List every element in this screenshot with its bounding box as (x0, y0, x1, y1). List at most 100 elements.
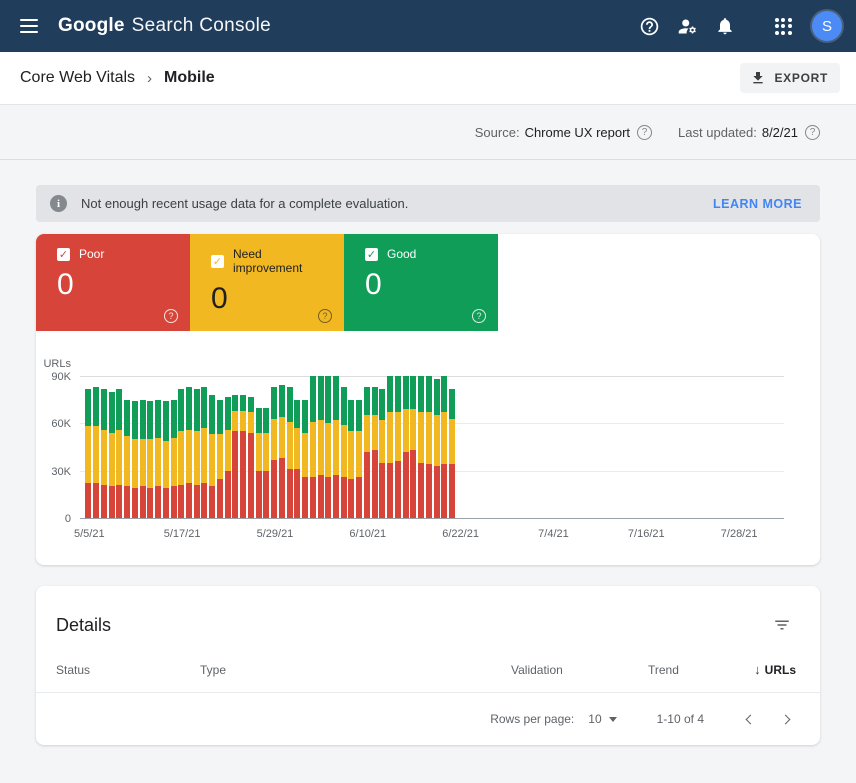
apps-button[interactable] (764, 7, 802, 45)
breadcrumb-current: Mobile (164, 69, 215, 86)
source-label: Source: (474, 124, 520, 140)
x-tick-label: 7/4/21 (538, 528, 569, 540)
x-tick-label: 5/5/21 (73, 528, 105, 540)
gridline (80, 470, 784, 472)
logo-product-text: Search Console (131, 15, 272, 36)
checkbox-checked-icon[interactable]: ✓ (57, 247, 70, 261)
checkbox-checked-icon[interactable]: ✓ (365, 247, 378, 261)
sort-descending-icon: ↓ (754, 662, 761, 677)
hamburger-icon (20, 19, 38, 33)
chart-bar (271, 387, 278, 518)
previous-page-button[interactable] (730, 700, 768, 738)
y-tick-label: 60K (51, 418, 71, 431)
next-page-button[interactable] (768, 700, 806, 738)
chart-plot: URLs 90K 60K 30K 0 5/5/21 5/17/21 5/29/21 6/10/… (43, 358, 784, 540)
y-tick-label: 90K (51, 371, 71, 383)
chart-bar (348, 399, 355, 518)
export-label: EXPORT (774, 71, 828, 85)
source-info: Source: Chrome UX report ? (474, 124, 653, 140)
info-icon: i (50, 195, 67, 212)
app-header: Google Search Console S (0, 0, 856, 52)
chart-bar (294, 399, 301, 518)
app-logo[interactable]: Google Search Console (58, 15, 271, 37)
manage-users-button[interactable] (668, 7, 706, 45)
bell-icon (718, 18, 732, 35)
chart-bar (131, 401, 138, 518)
chart-bar (263, 407, 270, 518)
chart-bar (418, 376, 425, 518)
status-tiles: ✓ Poor 0? ✓ Need improvement 0? ✓ Good 0? (36, 234, 820, 331)
tile-label: Good (387, 247, 417, 261)
chart-card: ✓ Poor 0? ✓ Need improvement 0? ✓ Good 0? URLs 9… (36, 234, 820, 565)
tile-good[interactable]: ✓ Good 0? (344, 234, 498, 331)
chart-bar (356, 399, 363, 518)
rows-per-page-label: Rows per page: (490, 712, 575, 726)
chart-bar (232, 394, 239, 518)
gridline (80, 423, 784, 425)
chart-bar (379, 388, 386, 518)
chart-bar (309, 376, 316, 518)
column-trend: Trend (648, 662, 679, 677)
chart-bar (317, 376, 324, 518)
updated-label: Last updated: (678, 124, 757, 140)
y-axis-label: URLs (43, 358, 71, 370)
last-updated-info: Last updated: 8/2/21 ? (678, 124, 820, 140)
breadcrumb-parent[interactable]: Core Web Vitals (20, 69, 136, 86)
gridline (80, 376, 784, 377)
chart-bar (449, 388, 456, 518)
tile-poor[interactable]: ✓ Poor 0? (36, 234, 190, 331)
chart-bar (394, 376, 401, 518)
help-icon[interactable]: ? (805, 124, 820, 140)
chart-bar (193, 388, 200, 518)
chart-bar (178, 388, 185, 518)
chart-bar (371, 387, 378, 518)
column-validation: Validation (511, 662, 563, 677)
help-button[interactable] (630, 7, 668, 45)
export-button[interactable]: EXPORT (740, 63, 840, 93)
chart-bar (170, 399, 177, 518)
chart-bar (402, 376, 409, 518)
tile-label: Need improvement (233, 247, 303, 275)
rows-per-page-select[interactable]: 10 (588, 712, 617, 726)
help-icon[interactable]: ? (164, 309, 178, 323)
notifications-button[interactable] (706, 7, 744, 45)
chart-bar (147, 401, 154, 518)
details-card: Details Status Type Validation Trend ↓ U… (36, 586, 820, 745)
report-meta-row: Source: Chrome UX report ? Last updated:… (0, 105, 856, 160)
rows-per-page-value: 10 (588, 712, 602, 726)
filter-button[interactable] (766, 609, 798, 641)
x-tick-label: 6/22/21 (442, 528, 479, 540)
chart-bar (278, 385, 285, 518)
y-tick-label: 30K (51, 465, 71, 478)
y-tick-label: 0 (64, 513, 71, 525)
pagination-bar: Rows per page: 10 1-10 of 4 (36, 693, 820, 745)
chart-bar (433, 379, 440, 518)
help-icon[interactable]: ? (318, 309, 332, 323)
apps-grid-icon (774, 17, 792, 35)
chart-bar (302, 399, 309, 518)
chart-bar (332, 376, 339, 518)
details-header-row: Status Type Validation Trend ↓ URLs (36, 662, 820, 693)
chevron-right-icon (780, 714, 791, 724)
column-urls-sort[interactable]: ↓ URLs (754, 662, 796, 677)
menu-button[interactable] (10, 7, 48, 45)
avatar[interactable]: S (812, 11, 842, 41)
chart-bar (363, 387, 370, 518)
chart-bar (216, 399, 223, 518)
tile-count: 0 (365, 268, 382, 301)
chart-bar (162, 401, 169, 518)
chart-bar (441, 376, 448, 518)
chart-bar (93, 387, 100, 518)
pagination-range: 1-10 of 4 (656, 712, 704, 726)
chart-bar (209, 394, 216, 518)
help-icon[interactable]: ? (472, 309, 486, 323)
tile-need-improvement[interactable]: ✓ Need improvement 0? (190, 234, 344, 331)
tile-count: 0 (57, 268, 74, 301)
chart-bar (139, 399, 146, 518)
help-icon[interactable]: ? (637, 124, 653, 140)
checkbox-checked-icon[interactable]: ✓ (211, 254, 224, 268)
learn-more-link[interactable]: LEARN MORE (712, 196, 802, 211)
manage-accounts-icon (678, 19, 696, 33)
chart-bar (240, 394, 247, 518)
help-icon (640, 17, 658, 35)
